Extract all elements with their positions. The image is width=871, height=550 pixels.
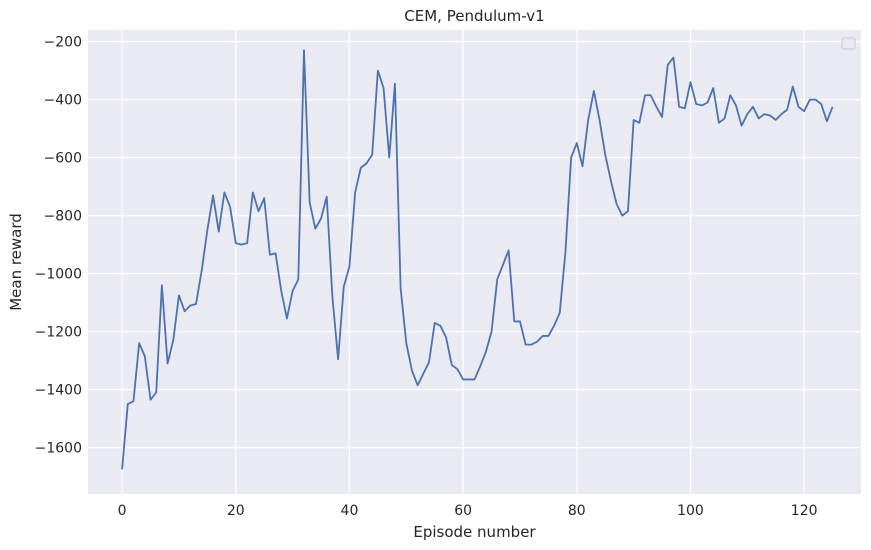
plot-background xyxy=(88,30,861,494)
y-axis-title: Mean reward xyxy=(7,213,25,311)
x-tick-label: 100 xyxy=(677,503,704,519)
y-tick-label: −1000 xyxy=(35,267,82,283)
y-tick-label: −600 xyxy=(44,151,82,167)
x-axis-title: Episode number xyxy=(413,523,536,541)
series-line-0 xyxy=(121,49,834,470)
y-tick-label: −400 xyxy=(44,93,82,109)
legend-box xyxy=(841,37,856,50)
grid xyxy=(88,30,861,494)
x-tick-label: 20 xyxy=(227,503,245,519)
y-tick-label: −1200 xyxy=(35,325,82,341)
x-tick-label: 0 xyxy=(118,503,127,519)
x-tick-label: 80 xyxy=(568,503,586,519)
x-tick-label: 120 xyxy=(791,503,818,519)
y-tick-label: −800 xyxy=(44,209,82,225)
x-tick-label: 40 xyxy=(341,503,359,519)
chart-title: CEM, Pendulum-v1 xyxy=(404,7,544,25)
x-tick-label: 60 xyxy=(454,503,472,519)
y-tick-label: −200 xyxy=(44,35,82,51)
y-tick-label: −1400 xyxy=(35,383,82,399)
series-layer xyxy=(121,49,834,470)
y-tick-label: −1600 xyxy=(35,441,82,457)
tick-labels: 0 20 40 60 80 100 120 −1600 −1400 −1200 −1000 −800 −… xyxy=(35,35,818,519)
